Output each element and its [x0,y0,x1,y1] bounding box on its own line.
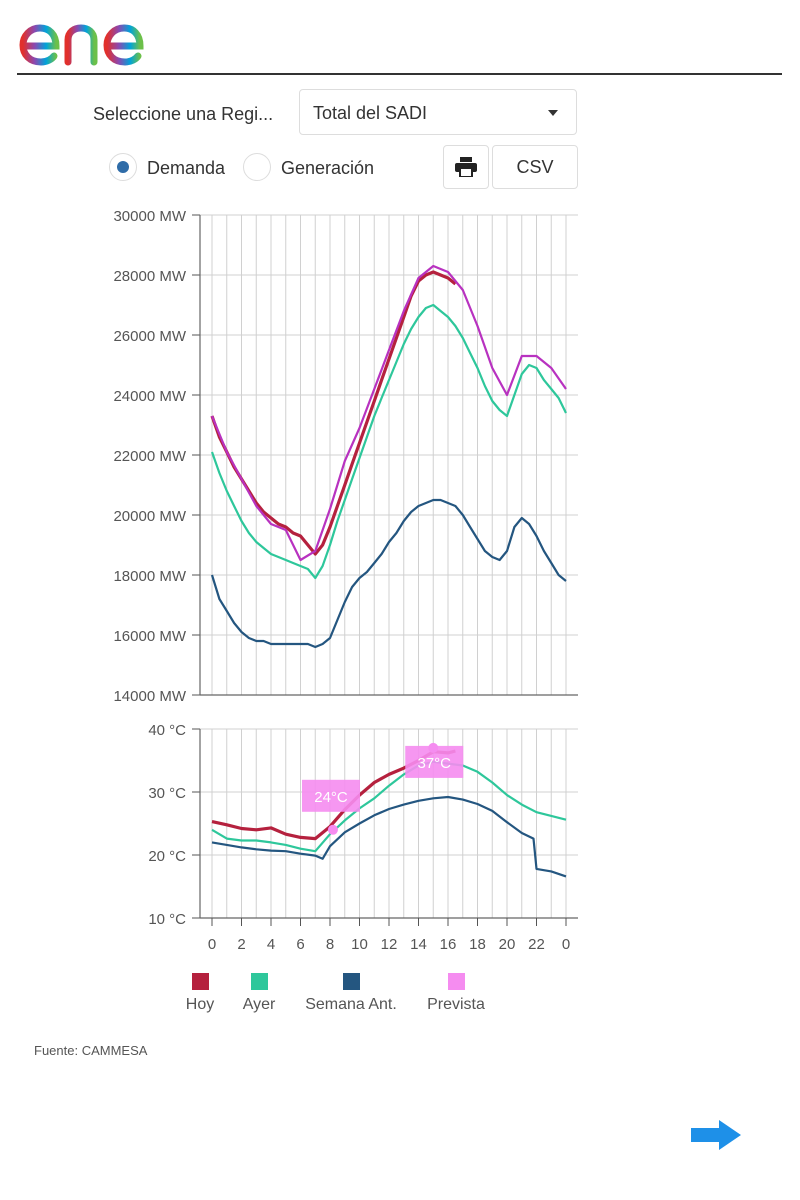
x-tick-label: 0 [208,936,216,953]
y-tick-label: 26000 MW [113,328,186,345]
csv-button[interactable]: CSV [492,145,578,189]
x-tick-label: 18 [469,936,486,953]
y-tick-label: 28000 MW [113,268,186,285]
region-select-value: Total del SADI [313,103,428,123]
y-tick-label: 10 °C [148,911,186,928]
legend-label: Hoy [185,996,215,1013]
annotation-box [302,779,360,812]
legend-swatch[interactable] [251,973,268,990]
series-line-ayer [211,760,567,853]
enel-logo [19,12,166,66]
region-select[interactable]: Total del SADI [299,89,577,135]
prevista-point [327,824,338,835]
x-tick-label: 14 [410,936,427,953]
radio-demanda[interactable] [109,153,137,181]
region-label: Seleccione una Regi... [93,104,274,124]
series-line-semana-ant [210,498,567,649]
y-tick-label: 40 °C [148,722,186,739]
x-tick-label: 12 [381,936,398,953]
demand-temperature-chart: 30000 MW 28000 MW 26000 MW 24000 MW 22000 MW… [113,208,578,953]
series-line-semana-ant [211,795,567,878]
legend-label: Prevista [427,996,485,1013]
caret-down-icon [548,110,558,116]
legend-swatch[interactable] [448,973,465,990]
x-tick-label: 4 [267,936,275,953]
legend-label: Semana Ant. [305,996,397,1013]
annotation-label: 24°C [314,789,348,806]
annotation-box [405,745,464,778]
x-tick-label: 16 [440,936,457,953]
x-tick-label: 6 [296,936,304,953]
legend-swatch[interactable] [343,973,360,990]
print-button[interactable] [443,145,489,189]
arrow-right-icon[interactable] [689,1118,743,1152]
x-tick-label: 20 [499,936,516,953]
legend-label: Ayer [242,996,276,1013]
y-tick-label: 24000 MW [113,388,186,405]
y-tick-label: 22000 MW [113,448,186,465]
y-tick-label: 30000 MW [113,208,186,225]
x-tick-label: 10 [351,936,368,953]
series-line-ayer [210,303,567,580]
legend-swatch[interactable] [192,973,209,990]
x-tick-label: 22 [528,936,545,953]
y-tick-label: 16000 MW [113,628,186,645]
radio-generacion[interactable] [243,153,271,181]
header-divider [17,73,782,75]
radio-generacion-label: Generación [281,158,375,178]
y-tick-label: 20 °C [148,848,186,865]
y-tick-label: 20000 MW [113,508,186,525]
x-tick-label: 8 [326,936,334,953]
y-tick-label: 30 °C [148,785,186,802]
x-tick-label: 2 [237,936,245,953]
y-tick-label: 18000 MW [113,568,186,585]
x-tick-label: 0 [562,936,570,953]
annotation-label: 37°C [417,755,451,772]
y-tick-label: 14000 MW [113,688,186,705]
radio-demanda-label: Demanda [147,158,226,178]
source-text: Fuente: CAMMESA [34,1043,148,1058]
series-line-prevista [210,264,567,562]
printer-icon [455,157,477,177]
